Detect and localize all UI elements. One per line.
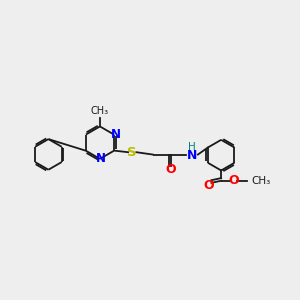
Text: N: N	[187, 149, 197, 162]
Text: H: H	[188, 142, 196, 152]
Text: CH₃: CH₃	[251, 176, 270, 186]
Text: S: S	[128, 146, 137, 159]
Text: O: O	[166, 164, 176, 176]
Text: N: N	[96, 152, 106, 165]
Text: O: O	[204, 179, 214, 192]
Text: N: N	[111, 128, 121, 141]
Text: CH₃: CH₃	[91, 106, 109, 116]
Text: O: O	[228, 174, 239, 187]
